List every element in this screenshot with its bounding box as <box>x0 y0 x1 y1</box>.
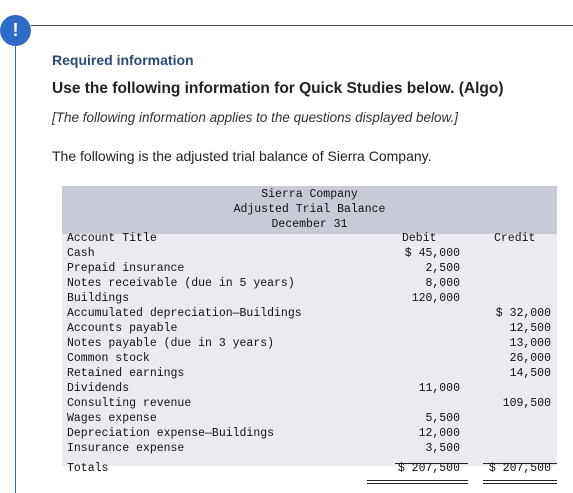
row-account-title: Notes receivable (due in 5 years) <box>67 277 295 290</box>
credit-double-rule-top <box>483 480 557 481</box>
totals-row: Totals $ 207,500 $ 207,500 <box>62 462 557 477</box>
row-credit: 14,500 <box>509 367 551 380</box>
column-header-row: Account Title Debit Credit <box>62 232 557 247</box>
row-account-title: Dividends <box>67 382 130 395</box>
statement-name: Adjusted Trial Balance <box>233 203 386 216</box>
table-row: Notes payable (due in 3 years) 13,000 <box>62 337 557 352</box>
statement-date: December 31 <box>271 218 348 231</box>
col-header-account-title: Account Title <box>67 232 157 245</box>
row-account-title: Prepaid insurance <box>67 262 185 275</box>
company-name: Sierra Company <box>261 188 358 201</box>
totals-credit: $ 207,500 <box>488 462 551 475</box>
row-debit: 8,000 <box>425 277 460 290</box>
credit-double-rule-bottom <box>483 483 557 484</box>
row-account-title: Accounts payable <box>67 322 178 335</box>
table-row: Retained earnings 14,500 <box>62 367 557 382</box>
row-debit: 12,000 <box>418 427 460 440</box>
table-row: Prepaid insurance 2,500 <box>62 262 557 277</box>
row-debit: $ 45,000 <box>404 247 460 260</box>
table-row: Dividends 11,000 <box>62 382 557 397</box>
required-information-label: Required information <box>52 52 194 68</box>
row-account-title: Common stock <box>67 352 150 365</box>
table-row: Buildings 120,000 <box>62 292 557 307</box>
row-credit: 26,000 <box>509 352 551 365</box>
table-row: Accumulated depreciation—Buildings $ 32,0… <box>62 307 557 322</box>
row-account-title: Buildings <box>67 292 130 305</box>
col-header-debit: Debit <box>402 232 437 245</box>
table-row: Cash $ 45,000 <box>62 247 557 262</box>
trial-balance-table: Sierra Company Adjusted Trial Balance De… <box>62 186 557 488</box>
table-row: Wages expense 5,500 <box>62 412 557 427</box>
row-credit: 12,500 <box>509 322 551 335</box>
row-account-title: Wages expense <box>67 412 157 425</box>
row-account-title: Retained earnings <box>67 367 185 380</box>
debit-double-rule-bottom <box>367 483 468 484</box>
table-row: Depreciation expense—Buildings 12,000 <box>62 427 557 442</box>
row-debit: 3,500 <box>425 442 460 455</box>
table-row: Insurance expense 3,500 <box>62 442 557 457</box>
table-row: Common stock 26,000 <box>62 352 557 367</box>
row-account-title: Accumulated depreciation—Buildings <box>67 307 302 320</box>
intro-text: The following is the adjusted trial bala… <box>52 148 432 164</box>
credit-subtotal-rule <box>483 463 557 464</box>
row-account-title: Cash <box>67 247 95 260</box>
row-account-title: Depreciation expense—Buildings <box>67 427 275 440</box>
table-title-band: Sierra Company Adjusted Trial Balance De… <box>62 186 557 234</box>
section-heading: Use the following information for Quick … <box>52 80 504 97</box>
row-debit: 5,500 <box>425 412 460 425</box>
row-debit: 2,500 <box>425 262 460 275</box>
table-body <box>62 234 557 466</box>
row-account-title: Insurance expense <box>67 442 185 455</box>
row-debit: 11,000 <box>418 382 460 395</box>
left-accent-bar <box>15 46 16 493</box>
row-credit: 13,000 <box>509 337 551 350</box>
table-row: Consulting revenue 109,500 <box>62 397 557 412</box>
top-divider <box>31 25 573 26</box>
row-account-title: Consulting revenue <box>67 397 192 410</box>
applies-note: [The following information applies to th… <box>52 110 458 125</box>
row-account-title: Notes payable (due in 3 years) <box>67 337 275 350</box>
table-row: Notes receivable (due in 5 years) 8,000 <box>62 277 557 292</box>
table-row: Accounts payable 12,500 <box>62 322 557 337</box>
totals-debit: $ 207,500 <box>397 462 460 475</box>
row-credit: $ 32,000 <box>495 307 551 320</box>
debit-subtotal-rule <box>395 463 468 464</box>
debit-double-rule-top <box>367 480 468 481</box>
alert-icon: ! <box>0 15 31 46</box>
row-debit: 120,000 <box>411 292 460 305</box>
col-header-credit: Credit <box>494 232 536 245</box>
totals-label: Totals <box>67 462 109 475</box>
row-credit: 109,500 <box>502 397 551 410</box>
